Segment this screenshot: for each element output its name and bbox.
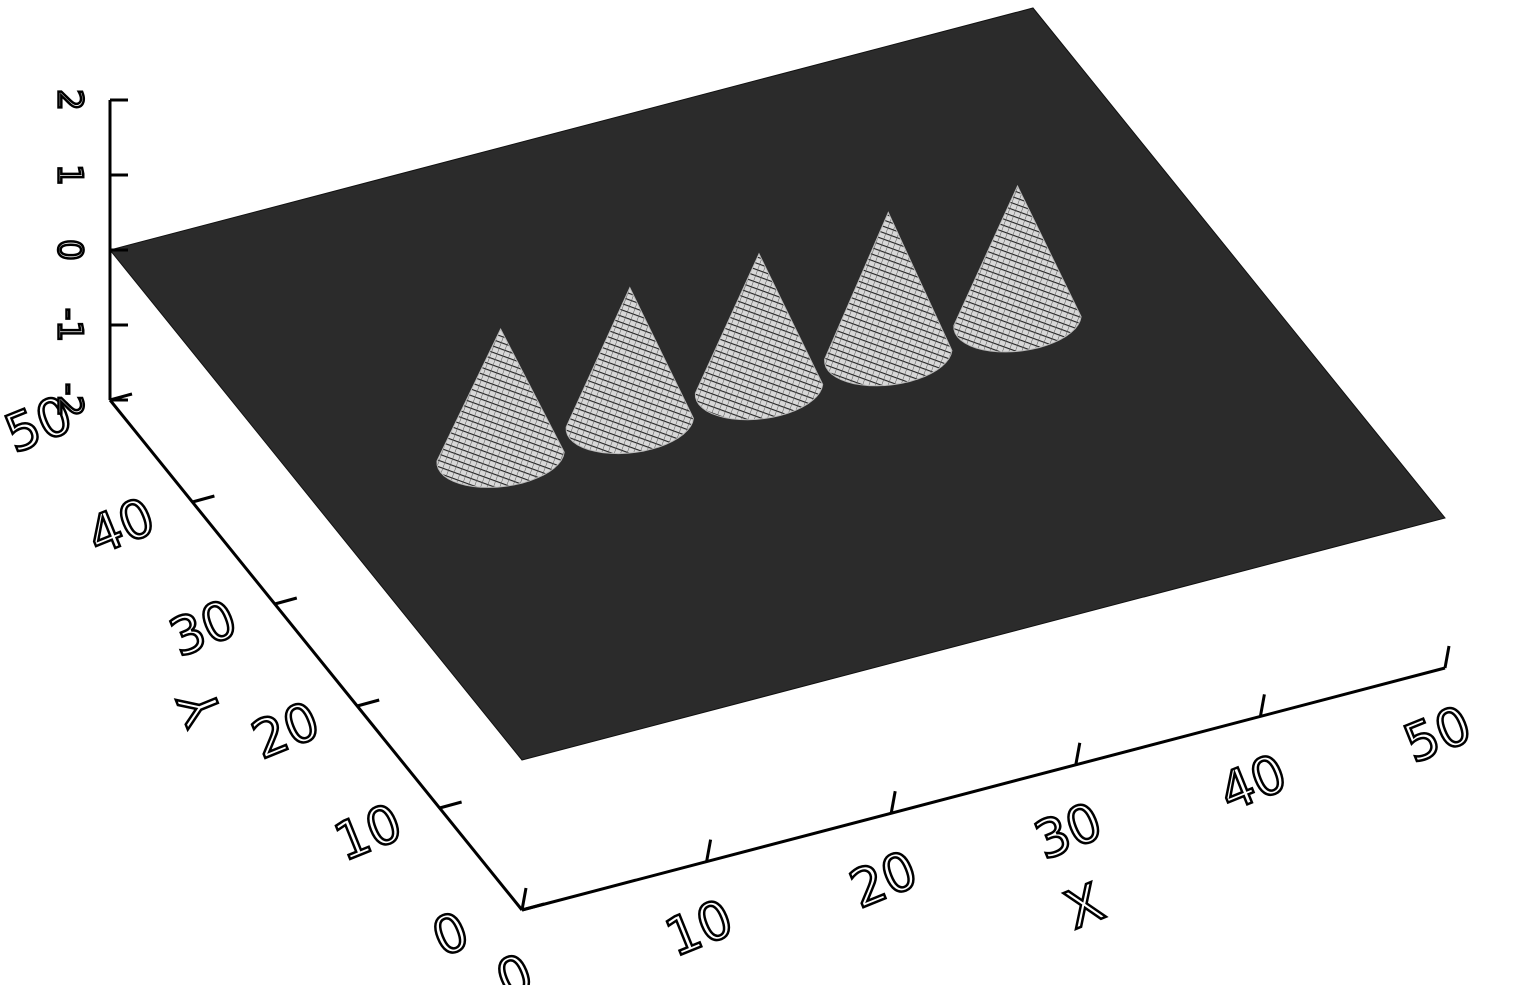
y-tick-label: 30	[162, 589, 246, 669]
z-tick-label: 0	[50, 239, 90, 261]
x-tick-label: 50	[1396, 695, 1480, 775]
z-tick-label: 1	[50, 164, 90, 186]
y-tick	[192, 496, 214, 502]
chart: 0102030405001020304050-2-1012XY	[0, 0, 1533, 985]
x-tick	[1260, 694, 1264, 716]
y-tick-label: 0	[424, 901, 477, 969]
z-tick-label: -2	[50, 383, 90, 417]
x-tick-label: 30	[1027, 792, 1111, 872]
x-tick-label: 10	[658, 889, 742, 969]
y-tick	[357, 700, 379, 706]
z-tick-label: -1	[50, 308, 90, 342]
y-tick	[522, 904, 544, 910]
x-tick	[891, 791, 895, 813]
x-tick-label: 40	[1211, 743, 1295, 823]
y-tick-label: 40	[79, 487, 163, 567]
y-tick	[440, 802, 462, 808]
y-axis-title: Y	[167, 681, 235, 734]
y-tick	[275, 598, 297, 604]
x-tick	[1076, 743, 1080, 765]
x-tick	[707, 840, 711, 862]
x-tick-label: 20	[842, 840, 926, 920]
z-tick-label: 2	[50, 89, 90, 111]
x-tick	[522, 888, 526, 910]
x-tick-label: 0	[488, 943, 541, 985]
x-tick	[1445, 646, 1449, 668]
y-tick-label: 20	[244, 691, 328, 771]
x-axis-title: X	[1057, 873, 1113, 942]
page: 0102030405001020304050-2-1012XY (() => {…	[0, 0, 1533, 985]
y-tick-label: 10	[327, 793, 411, 873]
